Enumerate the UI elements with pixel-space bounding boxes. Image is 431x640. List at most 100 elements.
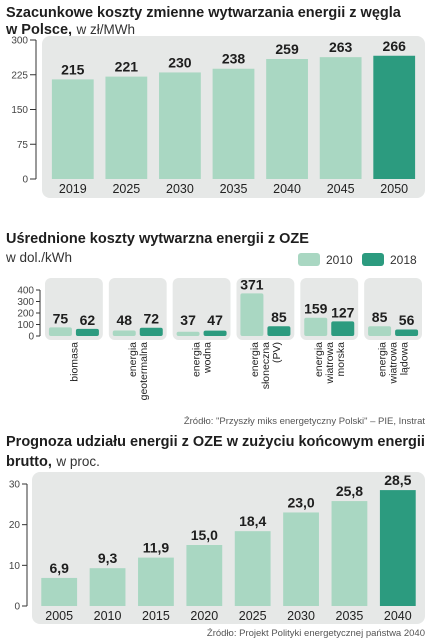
chart2-ytick-label: 300 [17,297,34,308]
chart2-ytick-label: 100 [17,320,34,331]
chart2-source: Źródło: "Przyszły miks energetyczny Pols… [184,416,426,427]
chart2-title: Uśrednione koszty wytwarzna energii z OZ… [6,231,309,247]
chart3-bar [234,531,271,606]
chart2-value-label: 127 [331,304,355,320]
chart3-x-label: 2030 [287,609,315,623]
chart3-x-label: 2035 [336,609,364,623]
chart1-bar [105,76,148,179]
chart3-x-label: 2040 [384,609,412,623]
chart2-x-label: energiawiatrowalądowa [377,342,411,385]
chart1-bar [373,55,416,179]
chart2-x-label-line: energia [377,342,389,377]
chart3-x-label: 2010 [94,609,122,623]
chart2-x-label: energiasłoneczna(PV) [249,342,283,389]
chart3-bar [331,501,368,606]
chart2-x-label-line: (PV) [271,342,283,363]
chart2-value-label: 72 [143,311,159,327]
chart3-value-label: 15,0 [191,527,218,543]
chart1-value-label: 259 [275,41,299,57]
chart2-legend-swatch [362,253,384,266]
chart1-value-label: 221 [115,59,139,75]
chart3-title: Prognoza udziału energii z OZE w zużyciu… [6,434,425,450]
chart2-x-label-line: geotermalna [138,342,150,401]
chart2-bar [368,326,392,336]
chart2-bar [240,293,264,336]
chart1-value-label: 263 [329,39,353,55]
chart2-legend-label: 2018 [390,253,417,267]
chart1-value-label: 266 [383,38,407,54]
chart3-ytick-label: 20 [9,520,21,531]
chart2-legend-swatch [298,253,320,266]
chart2-bar [395,329,419,336]
chart2-value-label: 75 [53,310,69,326]
chart2-bar [203,330,227,336]
chart2-value-label: 37 [180,312,196,328]
chart3-bar [283,512,319,606]
chart3-background [32,472,425,624]
chart1-ytick-label: 150 [11,105,28,116]
chart1-ytick-label: 75 [17,140,29,151]
chart2-group-band [108,278,167,340]
chart2-x-label-line: energia [127,342,139,377]
chart1-unit: w zł/MWh [76,22,136,37]
chart3-bar [186,545,223,606]
chart2-x-label-line: energia [313,342,325,377]
chart1-value-label: 238 [222,51,246,67]
chart2-x-label: energiawodna [191,342,214,377]
chart2-x-label-line: energia [249,342,261,377]
chart3-bar [379,490,416,606]
chart2-value-label: 56 [399,312,415,328]
chart2-bar [304,317,328,336]
chart1-value-label: 215 [61,61,85,77]
chart2-x-label: energiawiatrowamorska [313,342,347,385]
chart3-ytick-label: 0 [14,602,20,613]
chart3-subtitle: brutto, w proc. [6,453,100,470]
chart2-group-band [45,278,103,340]
chart3-ytick-label: 30 [9,480,21,491]
chart1-x-label: 2035 [220,182,248,196]
chart2-bar [48,327,72,336]
chart3-value-label: 18,4 [239,513,266,529]
chart3-oze-share: 01020306,920059,3201011,9201515,0202018,… [9,472,425,624]
chart3-bar [89,568,126,606]
chart3-unit: w proc. [55,454,100,469]
chart2-bar [75,328,99,336]
chart1-value-label: 230 [168,54,192,70]
chart2-x-label-line: wiatrowa [324,342,336,385]
chart2-x-label-line: wodna [202,342,214,374]
chart2-legend: 2010 2018 [298,253,417,267]
chart1-x-label: 2025 [112,182,140,196]
chart1-bar [51,79,94,179]
chart1-x-label: 2019 [59,182,87,196]
chart2-value-label: 371 [240,276,264,292]
chart1-coal-costs: 0 75 150 225 300 215 2019 221 2025 230 2030 238 2035… [11,36,425,198]
chart3-x-label: 2005 [45,609,73,623]
chart2-bar [112,330,136,336]
chart2-value-label: 47 [207,312,223,328]
chart2-x-label-line: biomasa [68,342,80,382]
chart2-group-band [364,278,422,340]
chart3-value-label: 23,0 [287,494,314,510]
chart3-bar [138,557,174,606]
chart2-x-label-line: słoneczna [260,342,272,389]
chart1-x-label: 2050 [380,182,408,196]
chart2-x-label: energiageotermalna [127,342,150,401]
chart1-bar [319,57,362,179]
chart3-value-label: 6,9 [49,560,69,576]
chart2-ytick-label: 400 [17,286,34,297]
chart1-bar [266,58,308,179]
chart2-ytick-label: 200 [17,309,34,320]
chart2-x-label-line: lądowa [399,342,411,375]
chart3-ytick-label: 10 [9,561,21,572]
chart2-bar [176,331,200,336]
chart1-subtitle: w Polsce, w zł/MWh [5,21,135,38]
chart2-value-label: 85 [271,309,287,325]
chart3-value-label: 9,3 [98,550,118,566]
chart3-value-label: 25,8 [336,483,363,499]
chart1-x-label: 2040 [273,182,301,196]
chart3-value-label: 28,5 [384,472,411,488]
chart3-source: Źródło: Projekt Polityki energetycznej p… [207,628,425,639]
chart2-value-label: 62 [80,312,96,328]
chart3-x-label: 2025 [239,609,267,623]
